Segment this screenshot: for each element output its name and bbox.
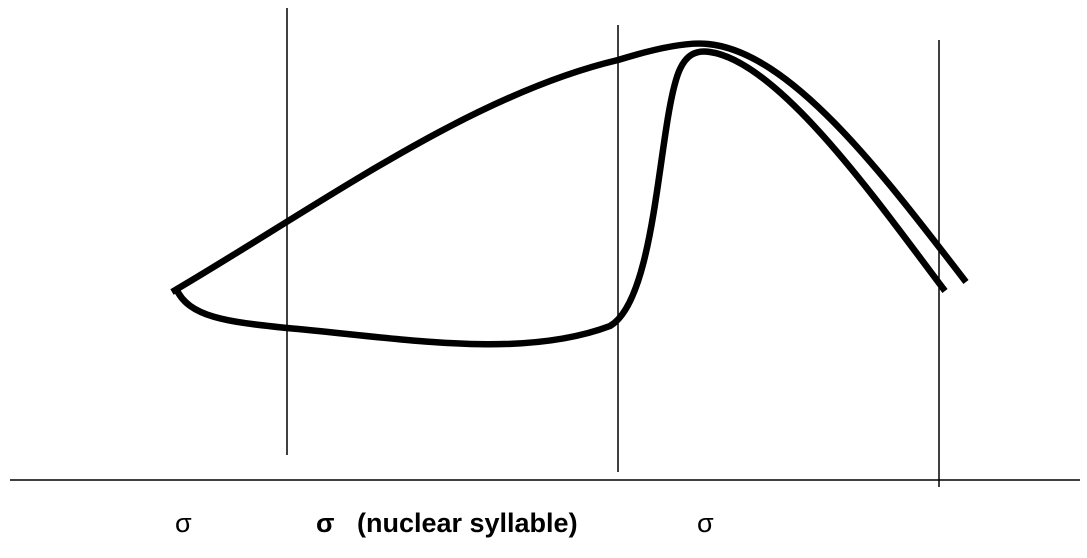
- nuclear-syllable-label: σ (nuclear syllable): [316, 508, 578, 538]
- left-syllable-label: σ: [175, 508, 192, 538]
- right-syllable-label: σ: [697, 508, 714, 538]
- lower-pitch-contour: [172, 48, 948, 348]
- upper-pitch-contour: [170, 40, 969, 295]
